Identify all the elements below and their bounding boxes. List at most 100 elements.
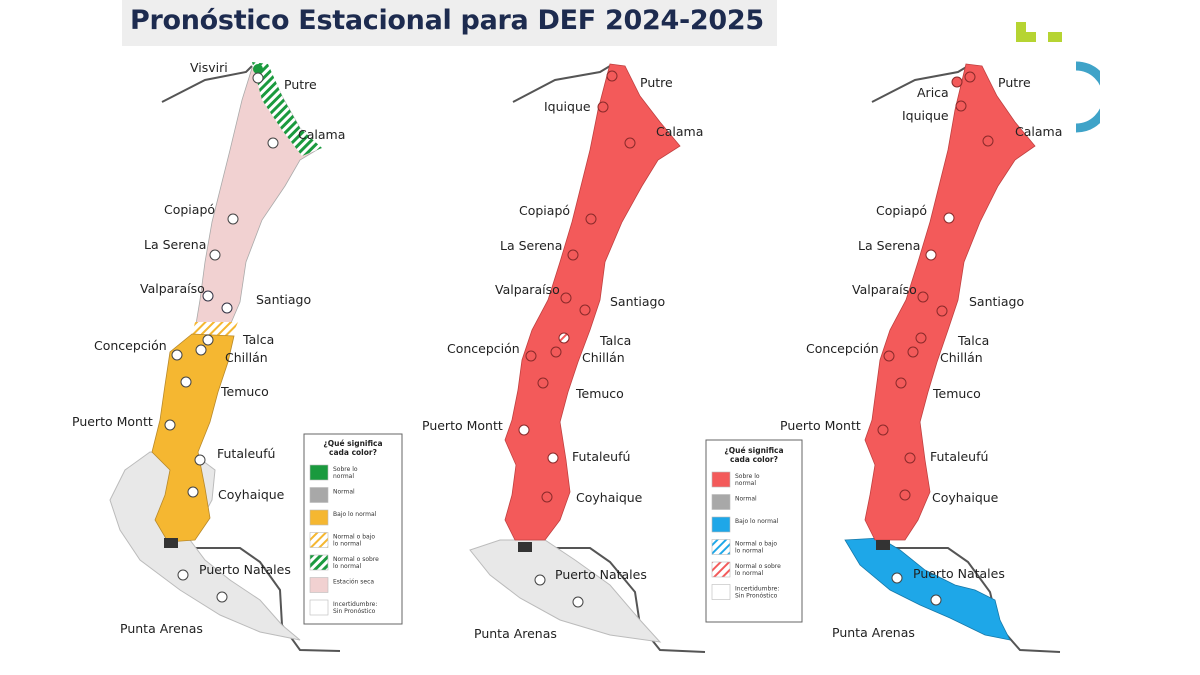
city-marker-copiapo bbox=[585, 213, 597, 225]
city-label-futaleufu: Futaleufú bbox=[930, 449, 988, 464]
city-marker-puertonatales bbox=[177, 569, 189, 581]
border-line bbox=[871, 65, 969, 103]
city-marker-puntaarenas bbox=[216, 591, 228, 603]
city-label-puertonatales: Puerto Natales bbox=[199, 562, 291, 577]
city-label-coyhaique: Coyhaique bbox=[218, 487, 285, 502]
legend-label: Estación seca bbox=[333, 579, 374, 586]
city-label-arica: Arica bbox=[917, 85, 949, 100]
city-label-puertomontt: Puerto Montt bbox=[72, 414, 153, 429]
city-marker-futaleufu bbox=[904, 452, 916, 464]
city-label-puertonatales: Puerto Natales bbox=[555, 567, 647, 582]
city-markers bbox=[518, 70, 636, 608]
city-marker-arica bbox=[951, 76, 963, 88]
city-marker-talca bbox=[202, 334, 214, 346]
city-marker-puertonatales bbox=[891, 572, 903, 584]
city-label-talca: Talca bbox=[242, 332, 274, 347]
legend-title: ¿Qué significa cada color? bbox=[724, 446, 783, 464]
city-label-valparaiso: Valparaíso bbox=[852, 282, 917, 297]
city-marker-iquique bbox=[955, 100, 967, 112]
legend-swatch bbox=[309, 464, 329, 481]
city-marker-putre bbox=[252, 72, 264, 84]
region-above-normal bbox=[253, 64, 263, 74]
legend-swatch bbox=[711, 539, 731, 555]
city-label-visviri: Visviri bbox=[190, 60, 228, 75]
city-marker-concepcion bbox=[171, 349, 183, 361]
city-label-puntaarenas: Punta Arenas bbox=[832, 625, 915, 640]
city-marker-santiago bbox=[936, 305, 948, 317]
city-marker-talca bbox=[915, 332, 927, 344]
city-label-putre: Putre bbox=[284, 77, 317, 92]
region-above-normal bbox=[504, 63, 681, 541]
map-3: Arica Putre Iquique Calama Copiapó La Se… bbox=[780, 63, 1062, 653]
city-label-futaleufu: Futaleufú bbox=[217, 446, 275, 461]
city-marker-valparaiso bbox=[560, 292, 572, 304]
city-label-coyhaique: Coyhaique bbox=[576, 490, 643, 505]
city-label-iquique: Iquique bbox=[902, 108, 949, 123]
border-line bbox=[880, 547, 1061, 653]
city-marker-valparaiso bbox=[917, 291, 929, 303]
city-label-calama: Calama bbox=[298, 127, 345, 142]
legend-label: Sobre lo normal bbox=[333, 466, 358, 480]
city-marker-laserena bbox=[925, 249, 937, 261]
city-marker-calama bbox=[982, 135, 994, 147]
city-marker-calama bbox=[267, 137, 279, 149]
patagonia-region bbox=[109, 451, 301, 641]
city-label-puertomontt: Puerto Montt bbox=[422, 418, 503, 433]
map-2: Putre Iquique Calama Copiapó La Serena V… bbox=[422, 63, 706, 653]
city-label-chillan: Chillán bbox=[582, 350, 625, 365]
brand-logo bbox=[1016, 22, 1100, 133]
city-marker-coyhaique bbox=[187, 486, 199, 498]
page-title: Pronóstico Estacional para DEF 2024-2025 bbox=[130, 5, 764, 36]
city-label-coyhaique: Coyhaique bbox=[932, 490, 999, 505]
legend-swatch bbox=[309, 487, 329, 503]
legend-1: ¿Qué significa cada color? Sobre lo normal… bbox=[303, 433, 403, 625]
city-marker-puertonatales bbox=[534, 574, 546, 586]
city-marker-iquique bbox=[597, 101, 609, 113]
legend-swatch bbox=[711, 516, 731, 533]
legend-label: Normal o bajo lo normal bbox=[735, 541, 777, 555]
city-marker-copiapo bbox=[943, 212, 955, 224]
city-marker-futaleufu bbox=[547, 452, 559, 464]
city-marker-coyhaique bbox=[541, 491, 553, 503]
city-label-puntaarenas: Punta Arenas bbox=[120, 621, 203, 636]
legend-label: Bajo lo normal bbox=[735, 518, 779, 525]
city-label-putre: Putre bbox=[640, 75, 673, 90]
city-marker-putre bbox=[964, 71, 976, 83]
legend-label: Incertidumbre: Sin Pronóstico bbox=[735, 586, 779, 600]
city-label-puertonatales: Puerto Natales bbox=[913, 566, 1005, 581]
region-yellow-hatched bbox=[192, 322, 238, 336]
legend-items: Sobre lo normal Normal Bajo lo normal Normal… bbox=[711, 471, 781, 600]
region-above-normal bbox=[864, 63, 1036, 541]
legend-label: Normal o bajo lo normal bbox=[333, 534, 375, 548]
city-marker-concepcion bbox=[883, 350, 895, 362]
legend-label: Incertidumbre: Sin Pronóstico bbox=[333, 601, 377, 615]
city-label-laserena: La Serena bbox=[144, 237, 206, 252]
city-label-putre: Putre bbox=[998, 75, 1031, 90]
legend-items: Sobre lo normal Normal Bajo lo normal Normal… bbox=[309, 464, 379, 616]
city-marker-puntaarenas bbox=[930, 594, 942, 606]
city-label-temuco: Temuco bbox=[220, 384, 269, 399]
city-marker-valparaiso bbox=[202, 290, 214, 302]
city-label-temuco: Temuco bbox=[575, 386, 624, 401]
city-label-laserena: La Serena bbox=[500, 238, 562, 253]
map-1: Visviri Putre Calama Copiapó La Serena V… bbox=[72, 60, 345, 652]
legend-box bbox=[303, 433, 403, 625]
border-marker bbox=[876, 540, 890, 550]
city-label-concepcion: Concepción bbox=[94, 338, 167, 353]
city-marker-santiago bbox=[579, 304, 591, 316]
city-label-temuco: Temuco bbox=[932, 386, 981, 401]
legend-swatch bbox=[309, 554, 329, 571]
legend-swatch bbox=[309, 577, 329, 593]
region-below-normal bbox=[151, 333, 235, 543]
legend-swatch bbox=[711, 471, 731, 488]
legend-swatch bbox=[309, 509, 329, 526]
legend-swatch bbox=[711, 494, 731, 510]
city-label-copiapo: Copiapó bbox=[876, 203, 927, 218]
border-line bbox=[512, 65, 611, 103]
city-markers bbox=[877, 71, 994, 606]
city-marker-puertomontt bbox=[164, 419, 176, 431]
city-label-santiago: Santiago bbox=[969, 294, 1024, 309]
legend-label: Sobre lo normal bbox=[735, 473, 760, 487]
city-marker-putre bbox=[606, 70, 618, 82]
